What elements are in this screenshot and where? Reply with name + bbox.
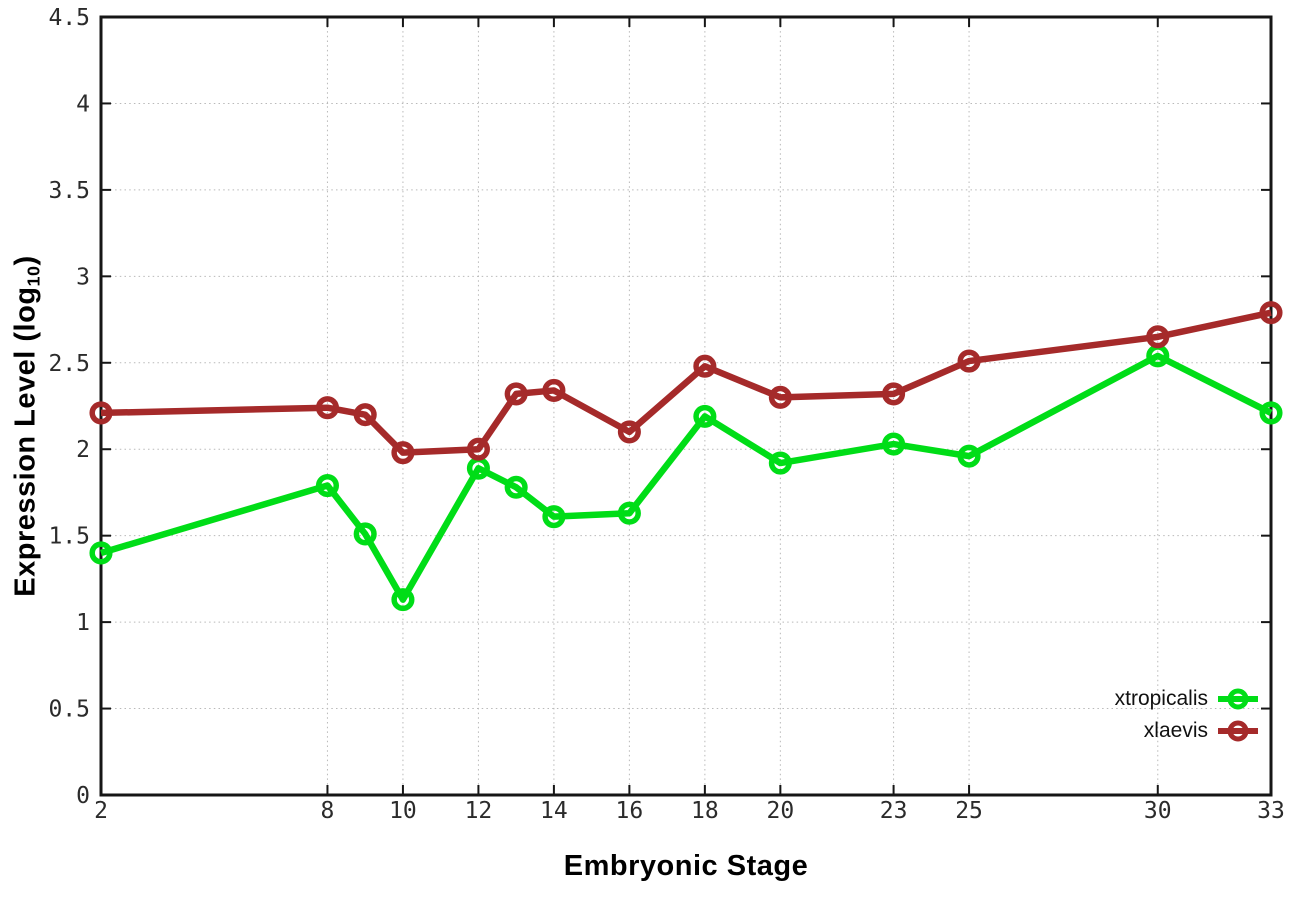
y-tick-label: 1 [76,610,90,636]
x-tick-label: 30 [1144,798,1172,824]
x-tick-label: 33 [1257,798,1285,824]
legend: xtropicalis xlaevis [1115,683,1258,747]
data-point-xlaevis-stage-33 [1259,301,1283,325]
y-tick-label: 0.5 [48,697,90,723]
data-point-xtropicalis-stage-2 [89,541,113,565]
legend-label-xtropicalis: xtropicalis [1114,687,1208,710]
data-point-xtropicalis-stage-18 [693,404,717,428]
data-point-xtropicalis-stage-8 [315,473,340,498]
y-tick-label: 3 [76,264,90,290]
data-point-xtropicalis-stage-14 [542,505,566,529]
y-axis-title-subscript: 10 [23,265,44,287]
data-point-xtropicalis-stage-20 [768,451,792,475]
data-point-xlaevis-stage-2 [89,401,113,425]
y-tick-label: 4 [76,91,90,117]
data-point-xlaevis-stage-13 [504,382,528,406]
data-point-xlaevis-stage-9 [353,403,377,427]
data-point-xtropicalis-stage-23 [882,432,906,456]
legend-swatch-xlaevis-icon [1218,720,1258,742]
x-tick-label: 2 [94,798,108,824]
data-point-xlaevis-stage-8 [315,396,340,420]
x-tick-label: 14 [540,798,568,824]
legend-item-xtropicalis: xtropicalis [1115,683,1258,715]
x-tick-label: 25 [955,798,983,824]
data-point-xlaevis-stage-14 [542,378,566,402]
y-axis-title: Expression Level (log10) [9,255,44,597]
x-tick-label: 23 [880,798,908,824]
x-tick-label: 16 [616,798,644,824]
x-tick-label: 12 [465,798,493,824]
series-line-xlaevis [100,309,1272,456]
y-tick-label: 2 [76,437,90,463]
data-point-xlaevis-stage-20 [768,385,792,409]
legend-label-xlaevis: xlaevis [1143,719,1208,742]
y-axis-title-paren: ) [9,255,42,266]
data-point-xlaevis-stage-30 [1146,325,1170,349]
x-tick-label: 10 [389,798,417,824]
x-tick-label: 8 [321,798,335,824]
data-point-xtropicalis-stage-13 [504,475,528,499]
data-point-xlaevis-stage-16 [617,420,641,444]
series-line-xtropicalis [100,352,1273,603]
data-point-xlaevis-stage-18 [693,354,717,378]
y-tick-label: 2.5 [48,351,90,377]
legend-item-xlaevis: xlaevis [1115,715,1258,747]
data-point-xtropicalis-stage-16 [617,501,641,525]
x-axis-title: Embryonic Stage [563,850,809,882]
data-point-xlaevis-stage-12 [466,437,490,461]
y-axis-title-text: Expression Level (log [9,286,42,597]
x-tick-label: 20 [767,798,795,824]
data-point-xlaevis-stage-23 [882,382,906,406]
y-tick-label: 0 [76,783,90,809]
data-point-xtropicalis-stage-25 [957,444,981,468]
y-tick-label: 4.5 [48,5,90,31]
y-tick-label: 1.5 [48,524,90,550]
legend-swatch-xtropicalis-icon [1218,688,1258,710]
data-point-xtropicalis-stage-9 [353,522,377,546]
x-tick-label: 18 [691,798,719,824]
data-point-xtropicalis-stage-10 [391,588,415,612]
y-tick-label: 3.5 [48,178,90,204]
data-point-xlaevis-stage-25 [957,349,981,373]
data-point-xlaevis-stage-10 [391,441,415,465]
data-point-xtropicalis-stage-33 [1259,401,1283,425]
